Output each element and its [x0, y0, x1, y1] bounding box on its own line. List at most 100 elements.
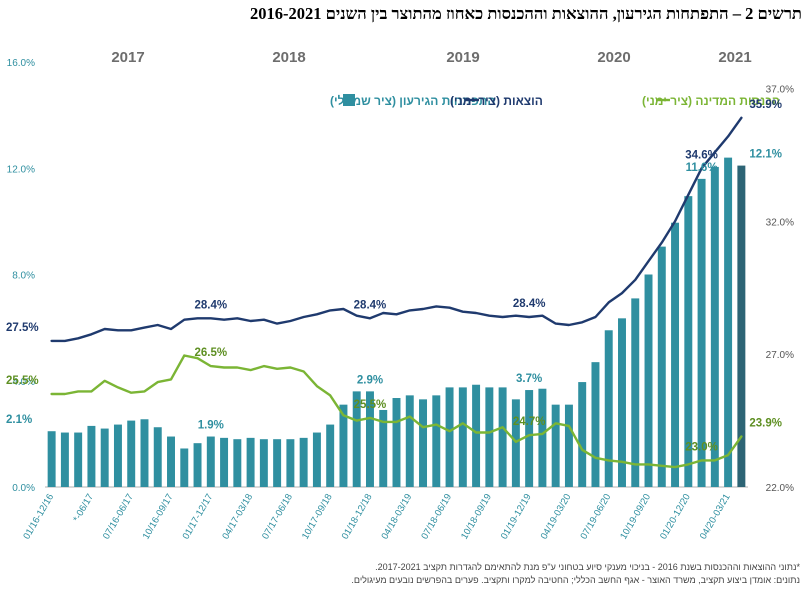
x-axis-labels: 01/16-12/16 *-06/17 07/16-06/17 10/16-09/17… — [21, 492, 732, 541]
data-labels: 27.5% 28.4% 28.4% 28.4% 34.6% 35.9% 25.5% 26.5%… — [6, 99, 782, 454]
x-tick-label: 10/16-09/17 — [141, 492, 176, 541]
left-axis-tick-label: 4.0% — [12, 377, 35, 388]
deficit-bar — [167, 436, 175, 487]
year-label: 2018 — [272, 49, 305, 66]
deficit-bar — [273, 439, 282, 487]
deficit-bar — [458, 387, 467, 487]
x-tick-label: 07/19-06/20 — [578, 492, 613, 541]
lines — [50, 116, 743, 469]
left-axis-tick-label: 16.0% — [7, 58, 35, 69]
deficit-bar — [538, 388, 547, 487]
data-label-expenditure: 28.4% — [354, 299, 387, 311]
deficit-bar — [525, 390, 534, 487]
x-tick-label: 10/19-09/20 — [618, 492, 653, 541]
right-axis-tick-label: 27.0% — [766, 350, 794, 361]
deficit-bar — [365, 391, 374, 487]
x-tick-label: 01/17-12/17 — [181, 492, 216, 541]
deficit-bar — [153, 427, 162, 487]
year-label: 2017 — [111, 49, 144, 66]
left-axis-tick-label: 8.0% — [12, 271, 35, 282]
left-axis-tick-label: 12.0% — [7, 164, 35, 175]
deficit-bar — [564, 404, 573, 487]
legend-label-deficit: התפתחות הגירעון (ציר שמאלי) — [330, 94, 496, 108]
deficit-bar — [60, 432, 69, 487]
data-label-revenue: 25.5% — [6, 375, 39, 387]
x-tick-label: 04/19-03/20 — [539, 492, 574, 541]
x-tick-label: 07/17-06/18 — [260, 492, 295, 541]
deficit-bar — [445, 387, 454, 487]
x-tick-label: 01/18-12/18 — [340, 492, 375, 541]
note-1: *נתוני ההוצאות וההכנסות בשנת 2016 - בניכ… — [375, 562, 800, 572]
year-label: 2020 — [597, 49, 630, 66]
data-label-expenditure: 28.4% — [513, 298, 546, 310]
deficit-bar — [326, 424, 335, 487]
deficit-bar — [113, 424, 122, 487]
deficit-bar — [657, 246, 666, 487]
x-tick-label: 04/20-03/21 — [698, 492, 733, 541]
data-label-deficit: 12.1% — [749, 149, 782, 161]
data-label-revenue: 23.9% — [749, 418, 782, 430]
year-label: 2019 — [446, 49, 479, 66]
deficit-bar — [100, 428, 109, 487]
right-axis: 22.0% 27.0% 32.0% 37.0% — [766, 85, 794, 494]
x-tick-label: 01/16-12/16 — [21, 492, 56, 541]
legend-label-revenue: הכנסות המדינה (ציר ימני) — [642, 94, 780, 108]
deficit-bar — [551, 404, 560, 487]
legend-key-deficit — [343, 94, 355, 106]
deficit-bar — [140, 419, 149, 487]
data-label-deficit: 3.7% — [516, 373, 542, 385]
deficit-bars — [47, 157, 746, 487]
notes: *נתוני ההוצאות וההכנסות בשנת 2016 - בניכ… — [351, 561, 800, 587]
deficit-bar — [220, 437, 229, 487]
deficit-bar — [684, 196, 693, 487]
deficit-bar — [339, 404, 348, 487]
data-label-deficit: 2.1% — [6, 414, 32, 426]
deficit-bar — [180, 448, 189, 487]
deficit-bar — [193, 443, 202, 487]
x-tick-label: 10/17-09/18 — [300, 492, 335, 541]
note-2: נתונים: אומדן ביצוע תקציב, משרד האוצר - … — [351, 575, 800, 585]
deficit-bar — [299, 437, 308, 487]
deficit-bar — [472, 384, 481, 487]
x-tick-label: 01/19-12/19 — [499, 492, 534, 541]
deficit-bar — [87, 425, 96, 487]
deficit-bar — [498, 387, 507, 487]
deficit-bar — [47, 431, 56, 487]
x-tick-label: 01/20-12/20 — [658, 492, 693, 541]
deficit-bar — [485, 387, 494, 487]
x-tick-label: 07/16-06/17 — [101, 492, 136, 541]
data-label-expenditure: 27.5% — [6, 322, 39, 334]
deficit-bar — [392, 398, 401, 487]
deficit-bar — [312, 432, 321, 487]
deficit-bar — [74, 432, 83, 487]
deficit-bar — [591, 362, 600, 487]
x-tick-label: *-06/17 — [71, 492, 96, 524]
deficit-bar — [379, 409, 388, 487]
deficit-bar — [127, 420, 136, 487]
deficit-bar — [631, 298, 640, 487]
deficit-bar — [578, 382, 587, 487]
data-label-revenue: 24.7% — [513, 416, 546, 428]
deficit-bar — [286, 439, 295, 487]
x-tick-label: 04/17-03/18 — [220, 492, 255, 541]
deficit-bar — [671, 222, 680, 487]
deficit-bar — [697, 178, 706, 487]
data-label-revenue: 26.5% — [194, 347, 227, 359]
deficit-bar — [233, 439, 242, 487]
data-label-expenditure: 34.6% — [685, 149, 718, 161]
chart-title: תרשים 2 – התפתחות הגירעון, ההוצאות וההכנ… — [250, 4, 802, 23]
right-axis-tick-label: 37.0% — [766, 85, 794, 96]
data-label-revenue: 23.0% — [685, 441, 718, 453]
data-label-deficit: 2.9% — [357, 374, 383, 386]
left-axis-tick-label: 0.0% — [12, 483, 35, 494]
data-label-expenditure: 28.4% — [194, 299, 227, 311]
deficit-bar — [405, 395, 414, 487]
deficit-bar — [737, 165, 746, 487]
legend: התפתחות הגירעון (ציר שמאלי)הוצאות (ציר י… — [330, 94, 780, 108]
deficit-bar — [724, 157, 733, 487]
right-axis-tick-label: 32.0% — [766, 217, 794, 228]
deficit-bar — [644, 274, 653, 487]
deficit-bar — [259, 439, 268, 487]
deficit-bar — [432, 395, 441, 487]
